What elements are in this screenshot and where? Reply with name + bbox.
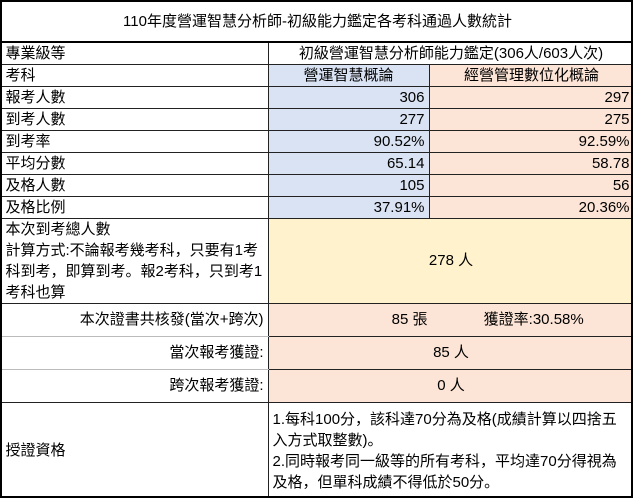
- total-attend-label: 本次到考總人數: [5, 221, 111, 238]
- subject-1-header: 營運智慧概論: [267, 64, 430, 87]
- cell-subject-1: 37.91%: [267, 196, 430, 219]
- cell-subject-1: 306: [267, 86, 430, 109]
- cell-subject-1: 277: [267, 108, 430, 131]
- subject-2-header: 經營管理數位化概論: [428, 64, 633, 87]
- cross-cert-label: 跨次報考獲證:: [0, 369, 269, 403]
- table-row: 及格人數 105 56: [0, 174, 633, 197]
- qualification-label: 授證資格: [0, 402, 269, 498]
- table-row: 報考人數 306 297: [0, 86, 633, 109]
- row-label: 到考率: [0, 130, 269, 153]
- qualification-rule-2: 2.同時報考同一級等的所有考科，平均達70分得視為及格，但單科成績不得低於50分…: [272, 453, 617, 491]
- total-attend-value: 278 人: [267, 218, 633, 304]
- current-cert-value: 85 人: [267, 336, 633, 370]
- table-title: 110年度營運智慧分析師-初級能力鑑定各考科通過人數統計: [0, 0, 633, 43]
- level-label: 專業級等: [0, 41, 269, 65]
- cell-subject-1: 90.52%: [267, 130, 430, 153]
- cell-subject-2: 275: [428, 108, 633, 131]
- level-value: 初級營運智慧分析師能力鑑定(306人/603人次): [267, 41, 633, 65]
- row-label: 報考人數: [0, 86, 269, 109]
- current-cert-label: 當次報考獲證:: [0, 336, 269, 370]
- cell-subject-2: 92.59%: [428, 130, 633, 153]
- total-attend-cell: 本次到考總人數 計算方式:不論報考幾考科，只要有1考科到考，即算到考。報2考科，…: [0, 218, 269, 304]
- cell-subject-1: 105: [267, 174, 430, 197]
- total-attend-note: 計算方式:不論報考幾考科，只要有1考科到考，即算到考。報2考科，只到考1考科也算: [5, 242, 263, 301]
- certificates-rate: 獲證率:30.58%: [483, 311, 584, 328]
- cell-subject-2: 58.78: [428, 152, 633, 175]
- cell-subject-1: 65.14: [267, 152, 430, 175]
- row-label: 及格人數: [0, 174, 269, 197]
- table-row: 平均分數 65.14 58.78: [0, 152, 633, 175]
- qualification-rule-1: 1.每科100分，該科達70分為及格(成績計算以四捨五入方式取整數)。: [272, 411, 617, 449]
- row-label: 到考人數: [0, 108, 269, 131]
- certificates-value: 85 張: [391, 311, 428, 328]
- table-row: 到考人數 277 275: [0, 108, 633, 131]
- cell-subject-2: 297: [428, 86, 633, 109]
- cell-subject-2: 56: [428, 174, 633, 197]
- row-label: 平均分數: [0, 152, 269, 175]
- certificates-label: 本次證書共核發(當次+跨次): [0, 303, 269, 337]
- row-label: 及格比例: [0, 196, 269, 219]
- qualification-rules: 1.每科100分，該科達70分為及格(成績計算以四捨五入方式取整數)。 2.同時…: [267, 402, 633, 498]
- subject-label: 考科: [0, 64, 269, 87]
- table-row: 及格比例 37.91% 20.36%: [0, 196, 633, 219]
- cross-cert-value: 0 人: [267, 369, 633, 403]
- cell-subject-2: 20.36%: [428, 196, 633, 219]
- certificates-cell: 85 張 獲證率:30.58%: [267, 303, 633, 337]
- table-row: 到考率 90.52% 92.59%: [0, 130, 633, 153]
